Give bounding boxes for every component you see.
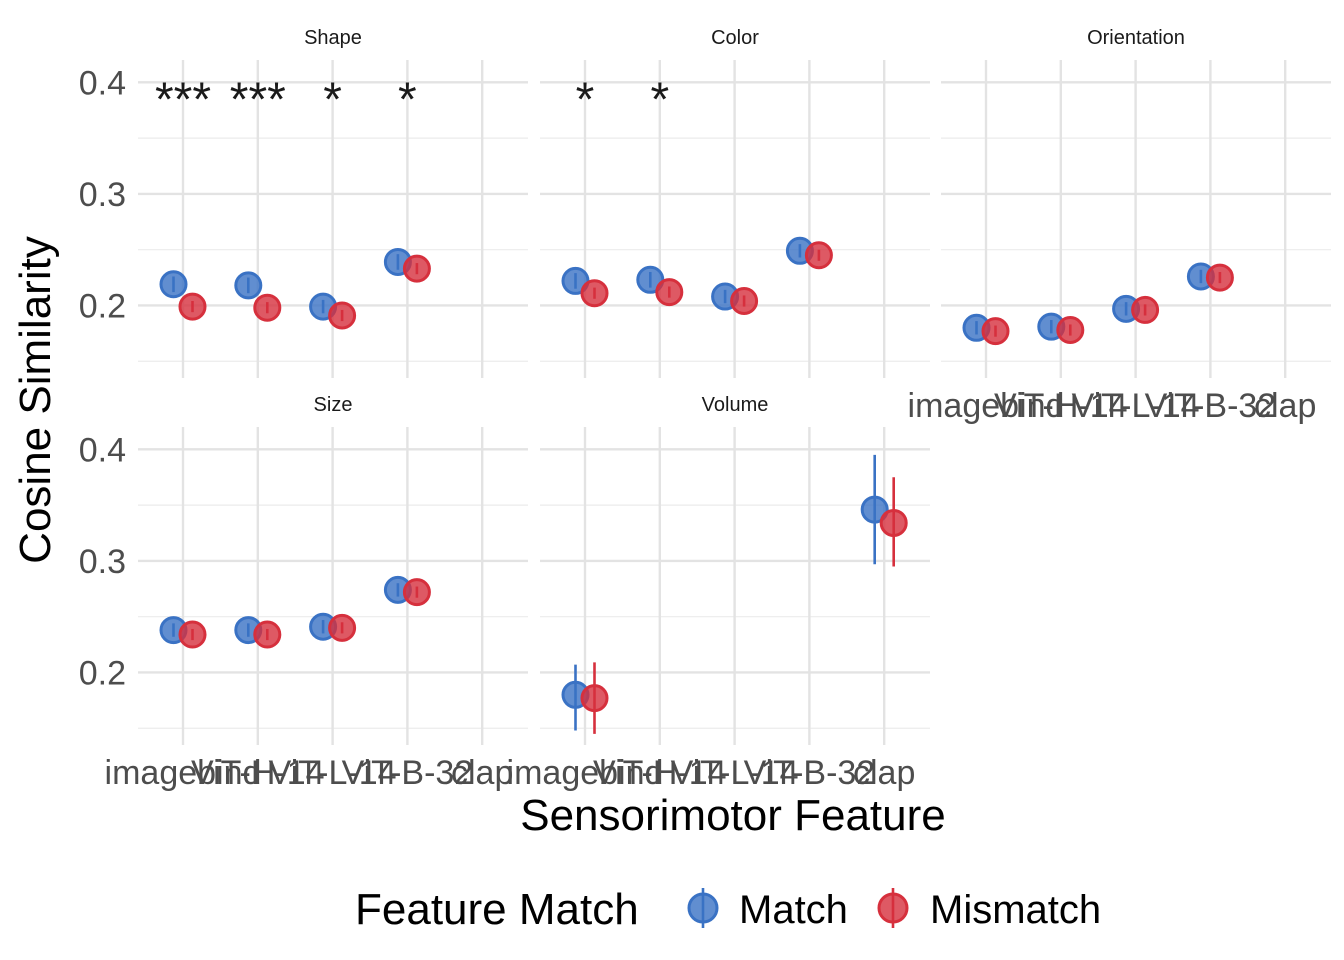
x-tick-label: ViT-H-14 — [191, 754, 325, 792]
data-point — [1205, 263, 1234, 292]
data-point — [879, 508, 908, 537]
facet-panel-volume: Volume imagebindViT-H-14ViT-L-14ViT-B-32c… — [507, 394, 930, 792]
grid — [138, 427, 528, 745]
series-match — [159, 575, 412, 645]
data-point — [1056, 316, 1085, 345]
facet-title: Color — [711, 27, 759, 49]
x-tick-label: ViT-B-32 — [1145, 387, 1277, 425]
data-point — [178, 620, 207, 649]
x-tick-label: ViT-H-14 — [593, 754, 727, 792]
x-tick-label: clap — [451, 754, 513, 792]
y-tick-label: 0.4 — [79, 431, 126, 469]
significance-mark: *** — [155, 73, 211, 126]
data-point — [402, 578, 431, 607]
y-tick-label: 0.4 — [79, 64, 126, 102]
y-tick-label: 0.3 — [79, 176, 126, 214]
data-point — [253, 620, 282, 649]
facet-title: Orientation — [1087, 27, 1185, 49]
data-point — [402, 254, 431, 283]
y-tick-label: 0.2 — [79, 654, 126, 692]
legend-entry-mismatch: Mismatch — [877, 888, 1101, 932]
x-tick-label: ViT-L-14 — [671, 754, 799, 792]
series-match — [561, 454, 889, 731]
data-point — [580, 684, 609, 713]
x-tick-label: clap — [853, 754, 915, 792]
grid — [540, 427, 930, 745]
data-point — [253, 293, 282, 322]
series-mismatch — [580, 241, 833, 316]
series-mismatch — [981, 263, 1234, 346]
y-axis-title: Cosine Similarity — [11, 236, 60, 564]
grid — [540, 60, 930, 378]
grid — [941, 60, 1331, 378]
legend-key-point — [687, 892, 719, 924]
legend-key-point — [877, 892, 909, 924]
x-axis-title: Sensorimotor Feature — [520, 791, 946, 840]
facet-panel-size: Size 0.2 0.3 0.4 imagebindViT-H-14ViT-L-14Vi… — [79, 394, 528, 792]
legend-label: Match — [739, 888, 848, 932]
x-tick-label: ViT-L-14 — [1072, 387, 1200, 425]
facet-panel-color: Color * * — [540, 27, 930, 378]
x-tick-label: ViT-B-32 — [744, 754, 876, 792]
y-tick-label: 0.3 — [79, 543, 126, 581]
data-point — [234, 271, 263, 300]
x-tick-label: imagebind — [908, 387, 1065, 425]
data-point — [328, 301, 357, 330]
facet-title: Shape — [304, 27, 362, 49]
legend-title: Feature Match — [355, 885, 639, 934]
series-match — [561, 236, 814, 311]
significance-mark: *** — [230, 73, 286, 126]
significance-mark: * — [576, 73, 595, 126]
series-mismatch — [580, 477, 908, 734]
facet-title: Size — [314, 394, 353, 416]
data-point — [580, 279, 609, 308]
series-mismatch — [178, 578, 431, 649]
significance-mark: * — [650, 73, 669, 126]
significance-mark: * — [398, 73, 417, 126]
significance-mark: * — [323, 73, 342, 126]
legend-label: Mismatch — [930, 888, 1101, 932]
x-tick-label: clap — [1254, 387, 1316, 425]
data-point — [655, 278, 684, 307]
series-match — [159, 247, 412, 321]
x-tick-label: ViT-B-32 — [342, 754, 474, 792]
legend-entry-match: Match — [687, 888, 848, 932]
y-tick-label: 0.2 — [79, 287, 126, 325]
facet-title: Volume — [702, 394, 769, 416]
data-point — [328, 613, 357, 642]
data-point — [159, 270, 188, 299]
x-tick-label: ViT-L-14 — [269, 754, 397, 792]
data-point — [730, 287, 759, 316]
data-point — [178, 292, 207, 321]
x-tick-label: imagebind — [507, 754, 664, 792]
data-point — [1131, 295, 1160, 324]
legend: Feature Match Match Mismatch — [355, 885, 1101, 934]
x-tick-label: imagebind — [105, 754, 262, 792]
data-point — [804, 241, 833, 270]
data-point — [860, 495, 889, 524]
facet-panel-orientation: Orientation imagebindViT-H-14ViT-L-14ViT-… — [908, 27, 1331, 425]
data-point — [981, 317, 1010, 346]
series-mismatch — [178, 254, 431, 330]
x-tick-label: ViT-H-14 — [994, 387, 1128, 425]
